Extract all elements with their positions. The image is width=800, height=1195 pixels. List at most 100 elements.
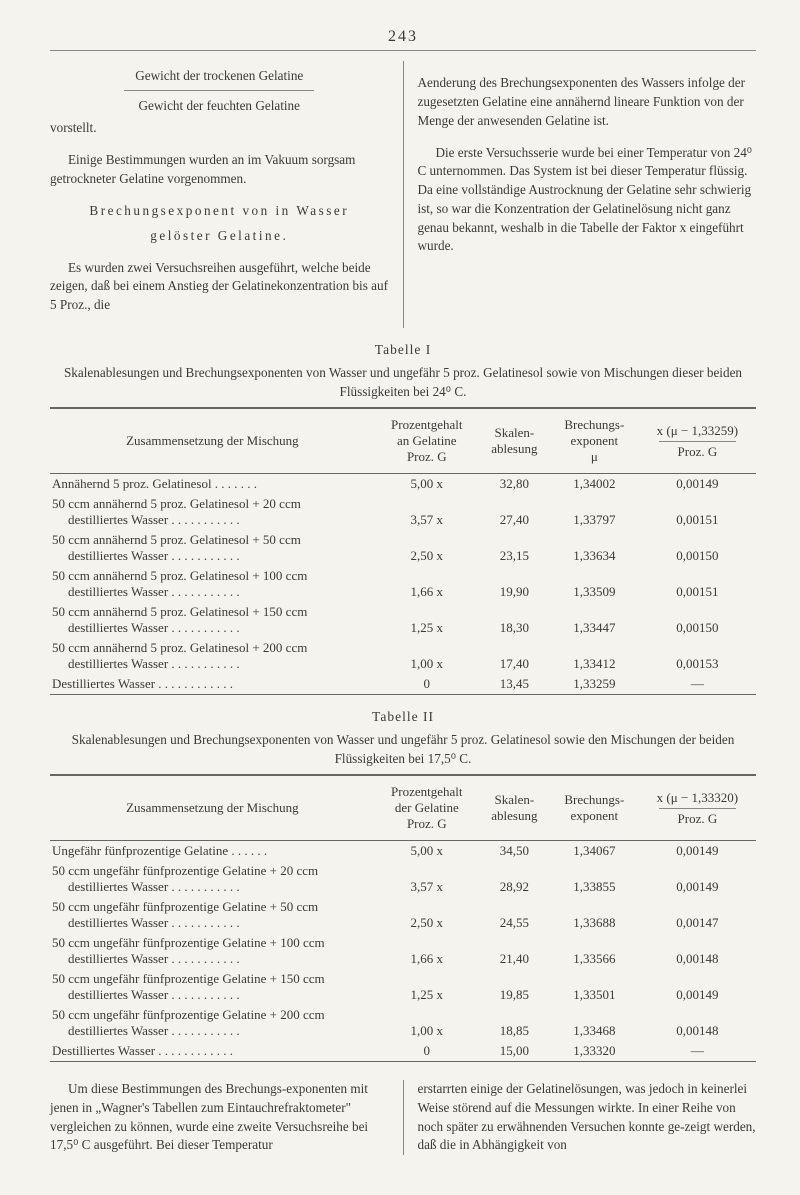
cell-value: 1,33412 — [550, 638, 639, 674]
bottom-right-para: erstarrten einige der Gelatinelösungen, … — [417, 1080, 756, 1155]
bottom-columns: Um diese Bestimmungen des Brechungs-expo… — [50, 1080, 756, 1155]
cell-value: 1,00 x — [375, 1005, 479, 1041]
cell-value: 1,00 x — [375, 638, 479, 674]
cell-value: 1,33259 — [550, 674, 639, 695]
cell-value: 1,33566 — [550, 933, 639, 969]
cell-label: 50 ccm ungefähr fünfprozentige Gelatine … — [50, 897, 375, 933]
cell-value: 24,55 — [479, 897, 550, 933]
th-text: Prozentgehalt — [391, 417, 462, 432]
th-text: Skalen- — [494, 792, 534, 807]
cell-value: 3,57 x — [375, 494, 479, 530]
cell-value: 0 — [375, 674, 479, 695]
cell-value: 1,34067 — [550, 841, 639, 862]
cell-value: 0,00149 — [639, 474, 756, 495]
subsection-heading-b: gelöster Gelatine. — [50, 227, 389, 246]
th-text: Prozentgehalt — [391, 784, 462, 799]
table-row: 50 ccm ungefähr fünfprozentige Gelatine … — [50, 861, 756, 897]
cell-value: 5,00 x — [375, 474, 479, 495]
cell-label: 50 ccm annähernd 5 proz. Gelatinesol + 1… — [50, 602, 375, 638]
table-row: Destilliertes Wasser . . . . . . . . . .… — [50, 674, 756, 695]
bottom-left-para: Um diese Bestimmungen des Brechungs-expo… — [50, 1080, 389, 1155]
cell-value: 3,57 x — [375, 861, 479, 897]
table1-body: Annähernd 5 proz. Gelatinesol . . . . . … — [50, 474, 756, 695]
table1-desc: Skalenablesungen und Brechungsexponenten… — [50, 364, 756, 401]
subsection-heading-a: Brechungsexponent von in Wasser — [50, 202, 389, 221]
cell-value: 0,00148 — [639, 1005, 756, 1041]
cell-value: 27,40 — [479, 494, 550, 530]
th-text: Skalen- — [494, 425, 534, 440]
cell-value: 0 — [375, 1041, 479, 1062]
cell-value: 0,00149 — [639, 861, 756, 897]
cell-value: 0,00153 — [639, 638, 756, 674]
cell-value: 1,33634 — [550, 530, 639, 566]
cell-value: 2,50 x — [375, 530, 479, 566]
th-mix: Zusammensetzung der Mischung — [50, 408, 375, 474]
th-text: μ — [591, 449, 598, 464]
left-column: Gewicht der trockenen Gelatine Gewicht d… — [50, 61, 389, 328]
th-text: an Gelatine — [397, 433, 457, 448]
cell-value: 5,00 x — [375, 841, 479, 862]
th-x: x (μ − 1,33320) Proz. G — [639, 775, 756, 841]
th-text: x (μ − 1,33320) — [657, 790, 738, 805]
cell-label: 50 ccm ungefähr fünfprozentige Gelatine … — [50, 861, 375, 897]
table-row: 50 ccm annähernd 5 proz. Gelatinesol + 5… — [50, 530, 756, 566]
page: 243 Gewicht der trockenen Gelatine Gewic… — [0, 0, 800, 1195]
th-text: der Gelatine — [395, 800, 459, 815]
cell-value: 1,34002 — [550, 474, 639, 495]
th-text: x (μ − 1,33259) — [657, 423, 738, 438]
table-row: 50 ccm ungefähr fünfprozentige Gelatine … — [50, 897, 756, 933]
th-x: x (μ − 1,33259) Proz. G — [639, 408, 756, 474]
cell-value: 1,33320 — [550, 1041, 639, 1062]
fraction-rule-icon — [124, 90, 314, 91]
table2-caption: Tabelle II — [50, 709, 756, 725]
table2-head: Zusammensetzung der Mischung Prozentgeha… — [50, 775, 756, 841]
cell-value: 1,33468 — [550, 1005, 639, 1041]
bottom-left-column: Um diese Bestimmungen des Brechungs-expo… — [50, 1080, 389, 1155]
cell-value: 28,92 — [479, 861, 550, 897]
cell-label: 50 ccm annähernd 5 proz. Gelatinesol + 2… — [50, 494, 375, 530]
cell-value: 0,00150 — [639, 530, 756, 566]
cell-value: 1,33447 — [550, 602, 639, 638]
th-text: ablesung — [491, 808, 537, 823]
cell-value: 1,33797 — [550, 494, 639, 530]
table2: Zusammensetzung der Mischung Prozentgeha… — [50, 774, 756, 1062]
right-para-2: Die erste Versuchsserie wurde bei einer … — [417, 144, 756, 256]
column-separator-icon — [403, 1080, 404, 1155]
table-header-row: Zusammensetzung der Mischung Prozentgeha… — [50, 408, 756, 474]
cell-value: 0,00149 — [639, 969, 756, 1005]
cell-label: Annähernd 5 proz. Gelatinesol . . . . . … — [50, 474, 375, 495]
cell-value: 13,45 — [479, 674, 550, 695]
th-skalen: Skalen- ablesung — [479, 408, 550, 474]
th-text: Proz. G — [407, 449, 447, 464]
cell-value: 1,25 x — [375, 602, 479, 638]
cell-value: — — [639, 674, 756, 695]
left-para-1: Einige Bestimmungen wurden an im Vakuum … — [50, 151, 389, 188]
th-text: Proz. G — [678, 811, 718, 826]
table-row: Ungefähr fünfprozentige Gelatine . . . .… — [50, 841, 756, 862]
cell-value: 0,00149 — [639, 841, 756, 862]
th-brechungs: Brechungs- exponent — [550, 775, 639, 841]
th-skalen: Skalen- ablesung — [479, 775, 550, 841]
table2-body: Ungefähr fünfprozentige Gelatine . . . .… — [50, 841, 756, 1062]
cell-value: 19,85 — [479, 969, 550, 1005]
bottom-right-column: erstarrten einige der Gelatinelösungen, … — [417, 1080, 756, 1155]
cell-value: 1,33688 — [550, 897, 639, 933]
cell-value: 0,00150 — [639, 602, 756, 638]
th-text: Proz. G — [678, 444, 718, 459]
th-prozent: Prozentgehalt an Gelatine Proz. G — [375, 408, 479, 474]
cell-label: Destilliertes Wasser . . . . . . . . . .… — [50, 674, 375, 695]
table-row: 50 ccm annähernd 5 proz. Gelatinesol + 1… — [50, 602, 756, 638]
right-para-1: Aenderung des Brechungsexponenten des Wa… — [417, 74, 756, 130]
cell-value: 23,15 — [479, 530, 550, 566]
table-row: 50 ccm ungefähr fünfprozentige Gelatine … — [50, 969, 756, 1005]
cell-value: 21,40 — [479, 933, 550, 969]
cell-label: Destilliertes Wasser . . . . . . . . . .… — [50, 1041, 375, 1062]
th-text: exponent — [571, 433, 619, 448]
cell-value: 1,66 x — [375, 933, 479, 969]
th-text: Brechungs- — [564, 792, 624, 807]
th-text: exponent — [571, 808, 619, 823]
cell-value: 1,33855 — [550, 861, 639, 897]
th-prozent: Prozentgehalt der Gelatine Proz. G — [375, 775, 479, 841]
cell-label: 50 ccm annähernd 5 proz. Gelatinesol + 1… — [50, 566, 375, 602]
table-row: 50 ccm annähernd 5 proz. Gelatinesol + 2… — [50, 638, 756, 674]
